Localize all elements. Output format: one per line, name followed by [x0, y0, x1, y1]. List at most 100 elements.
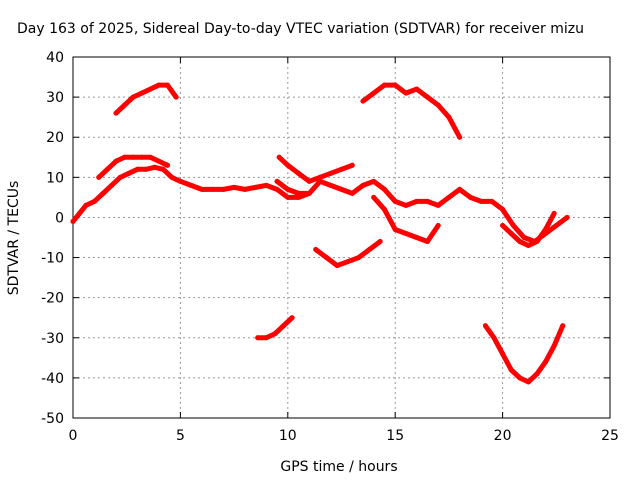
- data-point: [253, 184, 259, 190]
- data-point: [366, 247, 372, 253]
- data-point: [328, 170, 334, 176]
- data-point: [91, 198, 97, 204]
- data-point: [403, 230, 409, 236]
- data-point: [323, 255, 329, 261]
- ticks: 0 5 10 15 20 25 -50 -40 -30 -20 -10 0 10 20 30 40: [41, 50, 619, 444]
- x-axis-label: GPS time / hours: [280, 459, 397, 475]
- series-line: [113, 82, 179, 116]
- data-point: [491, 335, 497, 341]
- data-point: [220, 186, 226, 192]
- data-point: [521, 235, 527, 240]
- series-arc-neg-late: [482, 323, 566, 385]
- data-point: [424, 198, 430, 204]
- data-point: [381, 82, 387, 88]
- y-tick-label: 10: [46, 170, 64, 186]
- data-point: [281, 323, 287, 329]
- data-point: [156, 82, 162, 88]
- series-arc-main-early: [70, 164, 312, 224]
- series-arc-top-early: [113, 82, 179, 116]
- data-point: [360, 182, 366, 188]
- data-point: [313, 247, 319, 253]
- data-point: [517, 375, 523, 381]
- data-point: [377, 239, 383, 245]
- y-axis-label: SDTVAR / TECUs: [6, 181, 22, 296]
- data-point: [276, 154, 282, 160]
- series-line: [70, 164, 312, 224]
- data-point: [334, 263, 340, 269]
- series-arc-neg-mid: [313, 239, 383, 269]
- data-point: [104, 166, 110, 172]
- data-point: [328, 182, 334, 188]
- data-point: [457, 186, 463, 192]
- chart-title: Day 163 of 2025, Sidereal Day-to-day VTE…: [17, 21, 584, 37]
- data-point: [564, 214, 570, 220]
- data-point: [435, 202, 441, 208]
- data-point: [525, 379, 531, 385]
- data-point: [551, 210, 557, 216]
- data-point: [500, 222, 506, 228]
- series-line: [274, 178, 570, 245]
- data-point: [381, 186, 387, 192]
- data-point: [113, 158, 119, 164]
- series-arc-top-late: [360, 82, 463, 140]
- data-point: [345, 259, 351, 265]
- y-tick-label: -50: [41, 411, 64, 427]
- data-point: [414, 235, 420, 240]
- data-point: [489, 198, 495, 204]
- data-point: [96, 174, 102, 180]
- data-point: [130, 94, 136, 100]
- series-line: [360, 82, 463, 140]
- data-point: [210, 186, 216, 192]
- data-point: [517, 239, 523, 245]
- data-point: [534, 239, 540, 245]
- data-point: [306, 178, 312, 184]
- data-point: [152, 164, 158, 170]
- data-point: [500, 206, 506, 212]
- data-point: [560, 323, 566, 329]
- series-group: [70, 82, 570, 385]
- data-point: [83, 202, 89, 208]
- data-point: [543, 226, 549, 232]
- data-point: [360, 98, 366, 104]
- data-point: [199, 186, 205, 192]
- data-point: [543, 359, 549, 365]
- data-point: [403, 202, 409, 208]
- data-point: [285, 194, 291, 200]
- data-point: [165, 82, 171, 88]
- data-point: [147, 86, 153, 92]
- data-point: [255, 335, 261, 341]
- data-point: [435, 102, 441, 108]
- data-point: [467, 194, 473, 200]
- x-tick-label: 5: [176, 428, 185, 444]
- series-arc-neg-early: [255, 315, 295, 341]
- data-point: [169, 174, 175, 180]
- x-tick-label: 10: [279, 428, 297, 444]
- data-point: [122, 102, 128, 108]
- data-point: [392, 198, 398, 204]
- y-tick-label: 30: [46, 90, 64, 106]
- y-tick-label: -30: [41, 331, 64, 347]
- data-point: [173, 94, 179, 100]
- x-tick-label: 0: [69, 428, 78, 444]
- x-tick-label: 15: [386, 428, 404, 444]
- data-point: [134, 166, 140, 172]
- data-point: [177, 178, 183, 184]
- data-point: [349, 190, 355, 196]
- data-point: [381, 206, 387, 212]
- data-point: [414, 86, 420, 92]
- data-point: [414, 198, 420, 204]
- data-point: [76, 210, 82, 216]
- data-point: [551, 343, 557, 349]
- data-point: [296, 170, 302, 176]
- data-point: [500, 351, 506, 357]
- data-point: [242, 186, 248, 192]
- data-point: [457, 134, 463, 140]
- data-point: [156, 158, 162, 164]
- data-point: [296, 190, 302, 196]
- data-point: [392, 82, 398, 88]
- data-point: [126, 170, 132, 176]
- x-tick-label: 25: [601, 428, 619, 444]
- data-point: [339, 186, 344, 192]
- data-point: [272, 331, 278, 337]
